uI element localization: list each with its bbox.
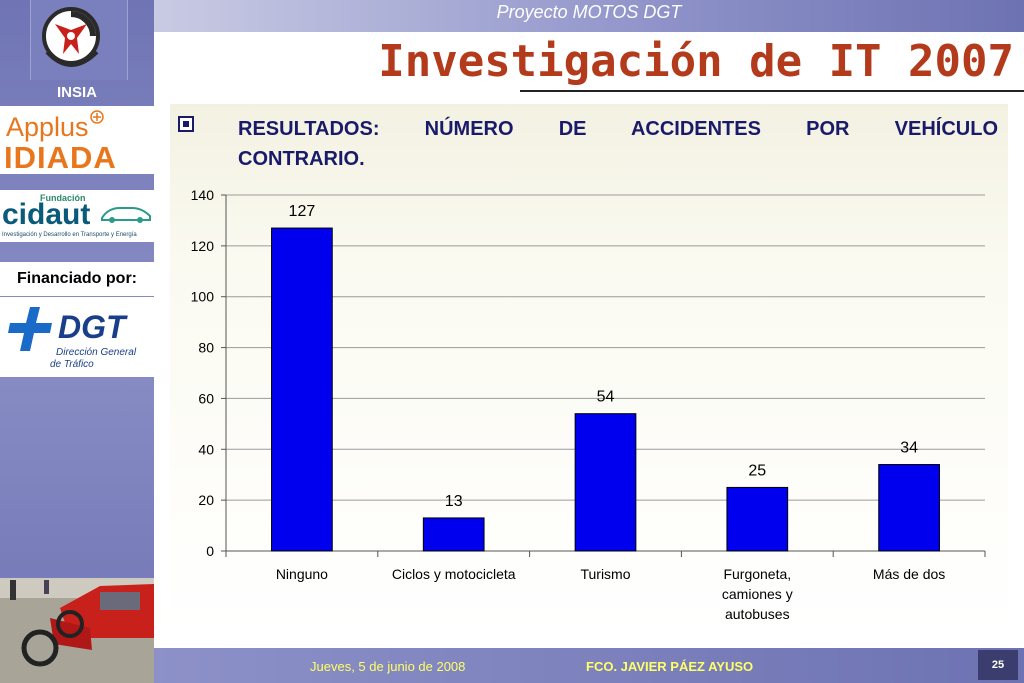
- idiada-text: IDIADA: [4, 140, 117, 175]
- financiado-label: Financiado por:: [17, 270, 137, 287]
- dgt-subtitle-1: Dirección General: [56, 347, 137, 358]
- data-label: 25: [748, 462, 766, 479]
- x-tick-label: Furgoneta,: [723, 566, 791, 582]
- y-tick-label: 60: [198, 390, 214, 406]
- checkbox-bullet-icon: [178, 116, 194, 132]
- bar: [271, 227, 333, 552]
- x-tick-label: Más de dos: [873, 566, 945, 582]
- data-label: 34: [900, 440, 918, 457]
- x-tick-label: camiones y: [722, 586, 793, 602]
- header-band: [154, 0, 1024, 32]
- y-tick-label: 120: [191, 238, 215, 254]
- dgt-subtitle-2: de Tráfico: [50, 359, 94, 370]
- data-label: 54: [597, 389, 615, 406]
- y-tick-label: 20: [198, 492, 214, 508]
- page-title: Investigación de IT 2007: [378, 36, 1014, 87]
- bar: [574, 413, 637, 552]
- title-underline: [520, 90, 1024, 92]
- footer-band: [154, 648, 1024, 683]
- insia-emblem-icon: [42, 7, 100, 67]
- financiado-box: Financiado por:: [0, 262, 154, 296]
- dgt-text: DGT: [58, 309, 126, 345]
- accident-photo: [0, 578, 154, 683]
- bar: [726, 486, 789, 552]
- bar: [422, 517, 485, 552]
- applus-text: Applus: [6, 112, 89, 142]
- dgt-emblem-icon: [8, 307, 52, 351]
- car-silhouette-icon: [101, 207, 151, 223]
- y-tick-label: 140: [191, 187, 215, 203]
- cidaut-logo: Fundación cidaut Investigación y Desarro…: [0, 190, 154, 242]
- y-tick-label: 100: [191, 289, 215, 305]
- page-number-box: [978, 650, 1018, 680]
- y-tick-label: 0: [206, 543, 214, 559]
- footer-author: FCO. JAVIER PÁEZ AYUSO: [586, 659, 754, 674]
- data-label: 127: [289, 203, 316, 220]
- section-heading-line2: CONTRARIO.: [238, 148, 365, 170]
- y-tick-label: 80: [198, 340, 214, 356]
- page-number: 25: [991, 659, 1005, 671]
- dgt-logo: DGT Dirección General de Tráfico: [0, 297, 154, 377]
- accident-photo-image: [0, 578, 154, 683]
- data-label: 13: [445, 493, 463, 510]
- x-tick-label: Turismo: [580, 566, 630, 582]
- section-heading-line1: RESULTADOS: NÚMERO DE ACCIDENTES POR VEH…: [238, 118, 998, 140]
- y-tick-label: 40: [198, 441, 214, 457]
- insia-logo: [30, 0, 128, 80]
- plus-circle-icon: [90, 110, 104, 124]
- applus-idiada-logo: Applus IDIADA: [0, 106, 154, 175]
- insia-label: INSIA: [56, 84, 97, 101]
- cidaut-subtitle: Investigación y Desarrollo en Transporte…: [2, 232, 137, 238]
- footer-date: Jueves, 5 de junio de 2008: [310, 659, 466, 674]
- bar: [878, 464, 940, 552]
- cidaut-fundacion: Fundación: [40, 193, 86, 203]
- x-tick-label: autobuses: [725, 606, 790, 622]
- bar-chart: 0 20 40 60 80 100 120 140 127 Ninguno 13 Ciclos y m…: [191, 187, 986, 622]
- cidaut-text: cidaut: [2, 198, 91, 231]
- x-tick-label: Ciclos y motocicleta: [392, 566, 516, 582]
- project-title: Proyecto MOTOS DGT: [496, 2, 682, 22]
- x-tick-label: Ninguno: [276, 566, 328, 582]
